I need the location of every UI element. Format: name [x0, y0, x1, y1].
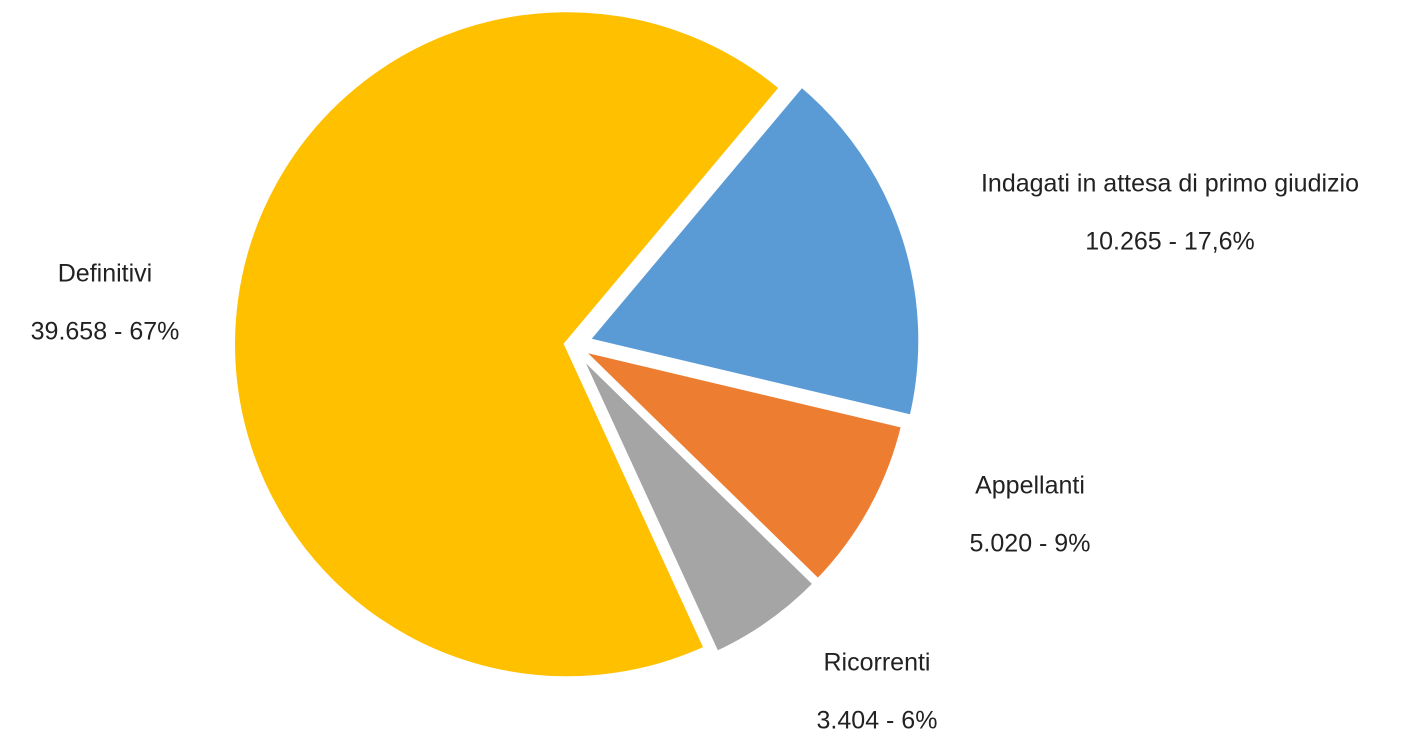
pie-slice — [580, 79, 925, 422]
pie-slice — [229, 6, 787, 683]
slice-label: Indagati in attesa di primo giudizio — [981, 170, 1359, 198]
slice-value-label: 3.404 - 6% — [817, 707, 938, 735]
pie-slice — [573, 347, 821, 659]
slice-value-label: 10.265 - 17,6% — [1085, 228, 1255, 256]
slice-value-label: 39.658 - 67% — [31, 318, 180, 346]
slice-label: Definitivi — [58, 260, 152, 288]
pie-slice — [568, 342, 908, 587]
slice-label: Ricorrenti — [824, 649, 931, 677]
slice-label: Appellanti — [975, 472, 1085, 500]
slice-value-label: 5.020 - 9% — [970, 530, 1091, 558]
